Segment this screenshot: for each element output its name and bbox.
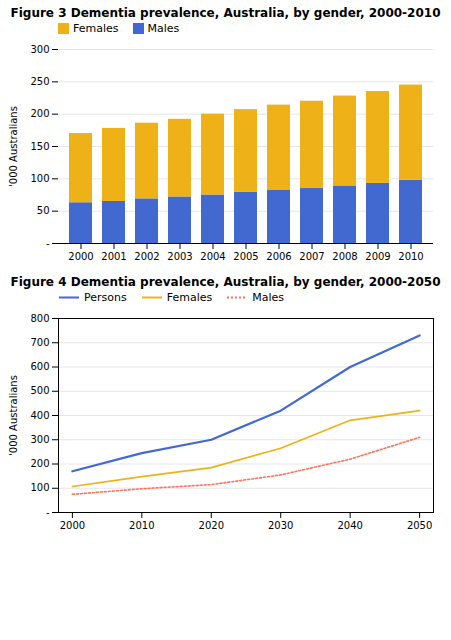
svg-text:500: 500	[30, 385, 49, 396]
html-text:Males: Males	[252, 291, 284, 304]
svg-text:700: 700	[30, 337, 49, 348]
svg-text:300: 300	[30, 44, 49, 55]
svg-text:50: 50	[37, 205, 50, 216]
svg-text:200: 200	[30, 458, 49, 469]
svg-text:200: 200	[30, 108, 49, 119]
html-text:Figure 3 Dementia prevalence,: Figure 3 Dementia prevalence, Australia,…	[10, 6, 441, 20]
svg-text:150: 150	[30, 141, 49, 152]
svg-text:400: 400	[30, 410, 49, 421]
svg-text:-: -	[46, 507, 50, 518]
svg-text:2040: 2040	[337, 520, 362, 531]
html-text:Females: Females	[166, 291, 213, 304]
svg-text:2007: 2007	[299, 251, 324, 262]
svg-text:800: 800	[30, 313, 49, 324]
svg-text:2009: 2009	[365, 251, 390, 262]
svg-text:2020: 2020	[199, 520, 224, 531]
svg-text:2001: 2001	[101, 251, 126, 262]
svg-text:300: 300	[30, 434, 49, 445]
svg-text:2030: 2030	[268, 520, 293, 531]
html-text:Females: Females	[73, 22, 119, 35]
html-text:Males: Males	[147, 22, 180, 35]
svg-text:100: 100	[30, 482, 49, 493]
svg-text:2000: 2000	[68, 251, 93, 262]
svg-text:2050: 2050	[407, 520, 432, 531]
svg-text:250: 250	[30, 76, 49, 87]
svg-text:'000 Australians: '000 Australians	[8, 106, 19, 187]
svg-text:'000 Australians: '000 Australians	[8, 375, 19, 456]
svg-text:2003: 2003	[167, 251, 192, 262]
svg-text:-: -	[46, 238, 50, 249]
svg-text:2002: 2002	[134, 251, 159, 262]
svg-text:2004: 2004	[200, 251, 225, 262]
svg-text:2010: 2010	[129, 520, 154, 531]
svg-text:2010: 2010	[398, 251, 423, 262]
svg-text:2000: 2000	[60, 520, 85, 531]
svg-text:600: 600	[30, 361, 49, 372]
svg-text:2006: 2006	[266, 251, 291, 262]
html-text:Figure 4 Dementia prevalence,: Figure 4 Dementia prevalence, Australia,…	[10, 275, 441, 289]
svg-text:2008: 2008	[332, 251, 357, 262]
html-text:Persons: Persons	[84, 291, 127, 304]
svg-text:2005: 2005	[233, 251, 258, 262]
svg-text:100: 100	[30, 173, 49, 184]
